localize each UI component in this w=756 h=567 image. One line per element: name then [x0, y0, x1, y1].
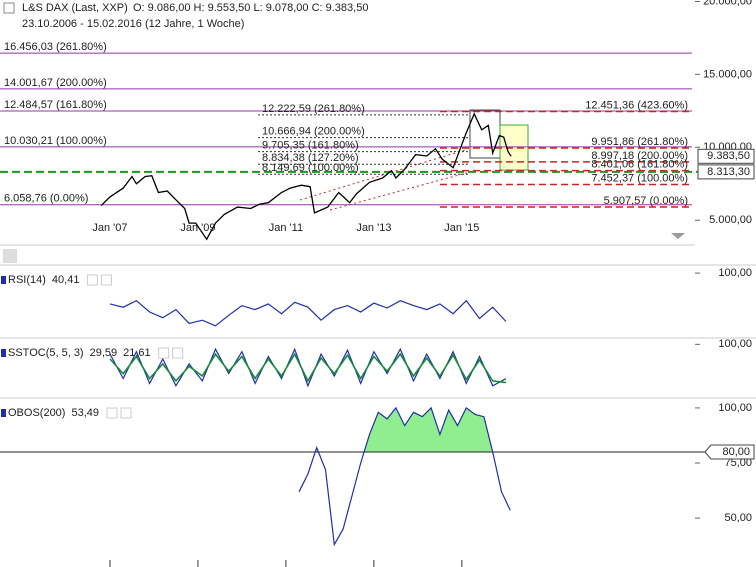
fib-label: 8.149,69 (100.00%) — [262, 162, 359, 174]
support-box — [697, 164, 755, 180]
fib-label: 16.456,03 (261.80%) — [4, 41, 107, 53]
x-tick-label: Jan '13 — [356, 222, 391, 234]
support-label: 8.313,30 — [707, 166, 750, 178]
y-tick-label: 75,00 — [724, 457, 752, 469]
fib-label: 7.452,37 (100.00%) — [591, 172, 688, 184]
price-line — [100, 112, 512, 241]
y-tick-label: 15.000,00 — [703, 68, 752, 80]
legend-button[interactable] — [100, 274, 112, 286]
fib-label: 8.834,38 (127.20%) — [262, 152, 359, 164]
legend-button[interactable] — [106, 407, 118, 419]
fib-label: 8.997,18 (200.00%) — [591, 150, 688, 162]
ohlc: O: 9.086,00 H: 9.553,50 L: 9.078,00 C: 9… — [133, 2, 368, 14]
fib-label: 8.401,06 (161.80%) — [591, 159, 688, 171]
reference-label: 80,00 — [722, 446, 750, 458]
last-price-label: 9.383,50 — [707, 150, 750, 162]
x-tick-label: Jan '15 — [444, 222, 479, 234]
legend-value: 29,59 — [90, 347, 118, 359]
y-tick-label: 5.000,00 — [709, 214, 752, 226]
fib-label: 12.484,57 (161.80%) — [4, 99, 107, 111]
fib-label: 12.222,59 (261.80%) — [262, 103, 365, 115]
indicator-line — [298, 406, 511, 547]
legend-name: RSI(14) — [8, 274, 46, 286]
reference-box — [704, 444, 755, 460]
x-tick-label: Jan '07 — [92, 222, 127, 234]
legend-icon — [1, 409, 6, 417]
legend-button[interactable] — [172, 347, 184, 359]
fib-label: 5.907,57 (0.00%) — [604, 195, 688, 207]
legend-name: OBOS(200) — [8, 407, 65, 419]
indicator-line — [109, 352, 507, 384]
fib-label: 14.001,67 (200.00%) — [4, 77, 107, 89]
x-tick-label: Jan '09 — [180, 222, 215, 234]
chart-subtitle: 23.10.2006 - 15.02.2016 (12 Jahre, 1 Woc… — [22, 18, 244, 30]
add-button[interactable] — [3, 249, 17, 263]
legend-button[interactable] — [158, 347, 170, 359]
trendline — [299, 149, 466, 201]
chart-title: L&S DAX (Last, XXP) — [22, 2, 128, 14]
menu-icon[interactable] — [3, 2, 15, 14]
legend-icon — [1, 349, 6, 357]
indicator-line — [109, 347, 507, 388]
legend-value: 40,41 — [52, 274, 80, 286]
legend-name: SSTOC(5, 5, 3) — [8, 347, 84, 359]
fib-label: 10.030,21 (100.00%) — [4, 135, 107, 147]
y-tick-label: 50,00 — [724, 512, 752, 524]
y-tick-label: 100,00 — [718, 338, 752, 350]
x-tick-label: Jan '11 — [269, 222, 303, 234]
legend-value: 53,49 — [71, 407, 99, 419]
y-tick-label: 100,00 — [718, 402, 752, 414]
legend-button[interactable] — [86, 274, 98, 286]
fib-label: 12.451,36 (423.60%) — [585, 99, 688, 111]
indicator-line — [109, 299, 507, 327]
y-tick-label: 20.000,00 — [703, 0, 752, 7]
trendline — [329, 171, 471, 211]
fib-label: 9.951,86 (261.80%) — [591, 136, 688, 148]
overbought-fill — [299, 407, 511, 452]
fib-label: 6.058,76 (0.00%) — [4, 193, 88, 205]
fib-label: 9.705,35 (161.80%) — [262, 139, 359, 151]
fib-label: 10.666,94 (200.00%) — [262, 125, 365, 137]
y-tick-label: 100,00 — [718, 267, 752, 279]
legend-icon — [1, 276, 6, 284]
last-price-box — [697, 148, 755, 164]
legend-value: 21,61 — [123, 347, 151, 359]
legend-button[interactable] — [120, 407, 132, 419]
scroll-icon[interactable] — [671, 233, 685, 239]
